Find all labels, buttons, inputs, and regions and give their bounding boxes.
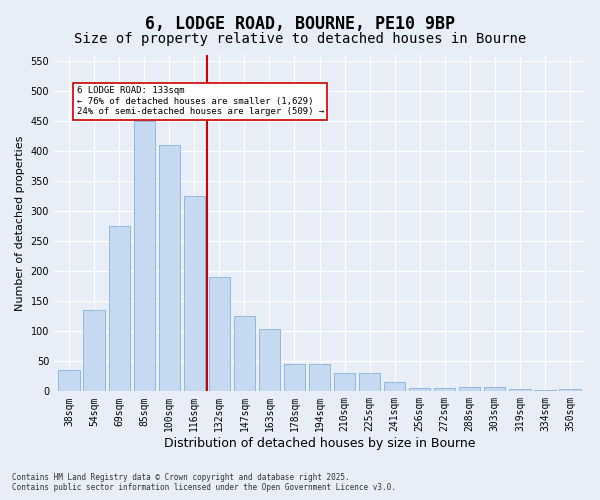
Bar	[484, 386, 505, 392]
Bar	[459, 386, 481, 392]
Bar	[109, 226, 130, 392]
Bar	[284, 364, 305, 392]
Bar	[559, 389, 581, 392]
Bar	[334, 374, 355, 392]
Bar	[158, 145, 180, 392]
Text: Size of property relative to detached houses in Bourne: Size of property relative to detached ho…	[74, 32, 526, 46]
Y-axis label: Number of detached properties: Number of detached properties	[15, 136, 25, 311]
Bar	[134, 121, 155, 392]
Bar	[359, 374, 380, 392]
Bar	[434, 388, 455, 392]
Bar	[509, 389, 530, 392]
X-axis label: Distribution of detached houses by size in Bourne: Distribution of detached houses by size …	[164, 437, 475, 450]
Bar	[58, 370, 80, 392]
Bar	[83, 310, 105, 392]
Bar	[234, 316, 255, 392]
Text: 6 LODGE ROAD: 133sqm
← 76% of detached houses are smaller (1,629)
24% of semi-de: 6 LODGE ROAD: 133sqm ← 76% of detached h…	[77, 86, 324, 116]
Bar	[184, 196, 205, 392]
Bar	[409, 388, 430, 392]
Bar	[259, 330, 280, 392]
Bar	[534, 390, 556, 392]
Text: Contains HM Land Registry data © Crown copyright and database right 2025.
Contai: Contains HM Land Registry data © Crown c…	[12, 473, 396, 492]
Bar	[309, 364, 330, 392]
Bar	[384, 382, 406, 392]
Text: 6, LODGE ROAD, BOURNE, PE10 9BP: 6, LODGE ROAD, BOURNE, PE10 9BP	[145, 15, 455, 33]
Bar	[209, 277, 230, 392]
